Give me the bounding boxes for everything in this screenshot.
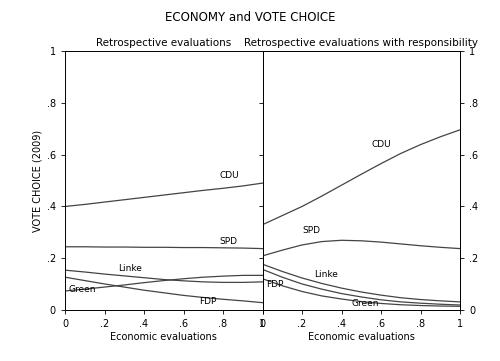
Title: Retrospective evaluations: Retrospective evaluations — [96, 38, 232, 48]
Text: SPD: SPD — [219, 237, 237, 246]
Text: FDP: FDP — [266, 280, 284, 289]
Text: Linke: Linke — [118, 264, 142, 273]
Text: SPD: SPD — [302, 226, 320, 235]
Text: Green: Green — [352, 299, 379, 308]
X-axis label: Economic evaluations: Economic evaluations — [110, 332, 217, 342]
Text: CDU: CDU — [219, 171, 238, 180]
Text: CDU: CDU — [371, 140, 391, 149]
X-axis label: Economic evaluations: Economic evaluations — [308, 332, 414, 342]
Text: Green: Green — [69, 285, 96, 294]
Text: ECONOMY and VOTE CHOICE: ECONOMY and VOTE CHOICE — [165, 11, 335, 24]
Text: FDP: FDP — [200, 297, 216, 306]
Y-axis label: VOTE CHOICE (2009): VOTE CHOICE (2009) — [32, 130, 42, 231]
Text: Linke: Linke — [314, 270, 338, 279]
Title: Retrospective evaluations with responsibility: Retrospective evaluations with responsib… — [244, 38, 478, 48]
